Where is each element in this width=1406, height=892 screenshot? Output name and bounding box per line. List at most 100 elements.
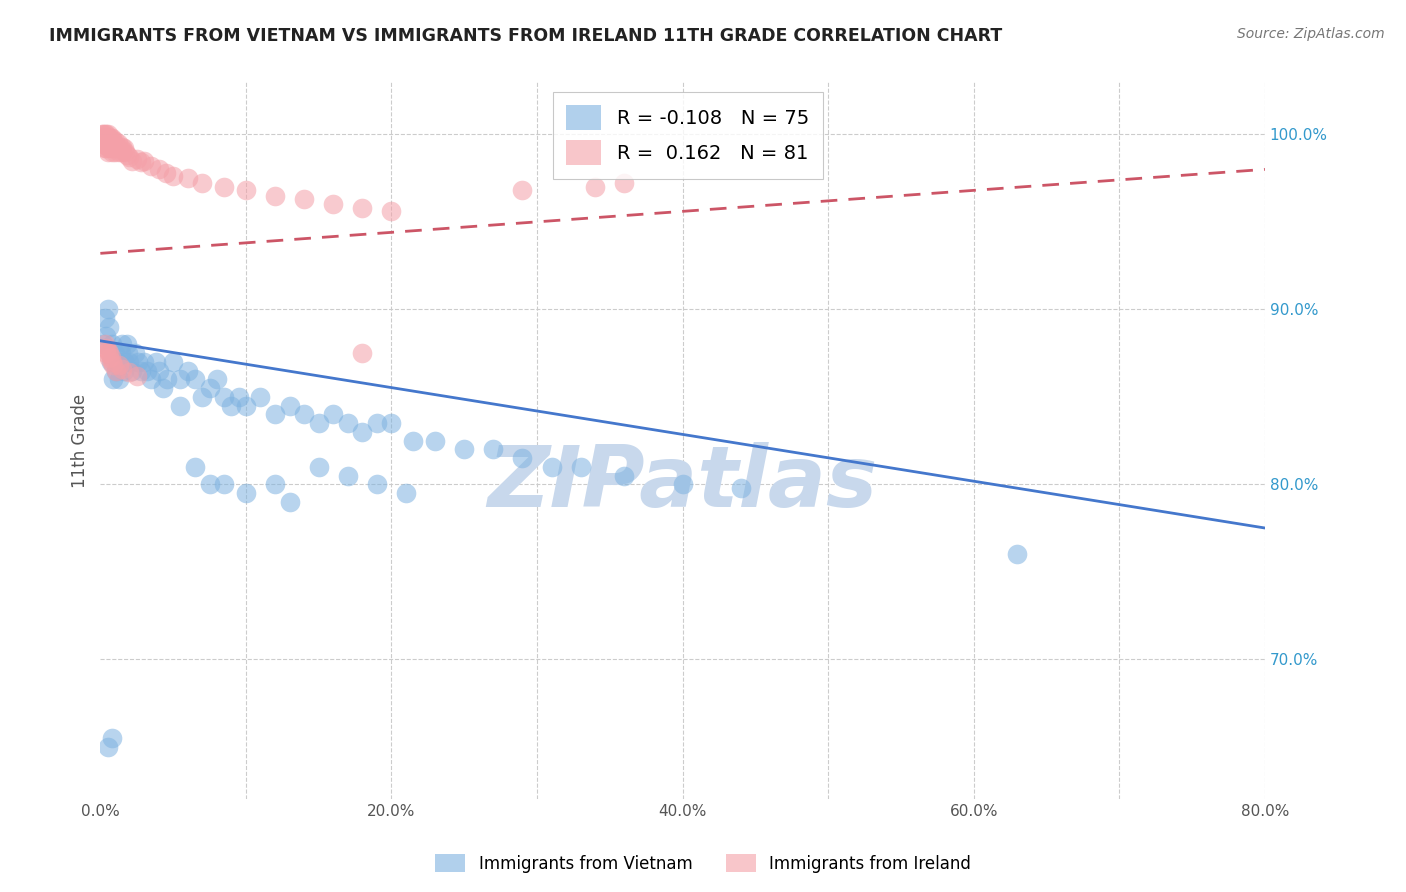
Point bbox=[112, 141, 135, 155]
Point bbox=[97, 145, 120, 159]
Point bbox=[540, 459, 562, 474]
Point bbox=[107, 141, 129, 155]
Point bbox=[98, 139, 121, 153]
Y-axis label: 11th Grade: 11th Grade bbox=[72, 393, 89, 488]
Point bbox=[98, 319, 121, 334]
Point bbox=[101, 141, 124, 155]
Point bbox=[93, 128, 115, 142]
Point bbox=[101, 136, 124, 150]
Point bbox=[97, 134, 120, 148]
Point bbox=[129, 363, 152, 377]
Point bbox=[91, 131, 114, 145]
Point bbox=[91, 337, 114, 351]
Point bbox=[111, 145, 134, 159]
Point bbox=[366, 477, 388, 491]
Point bbox=[191, 390, 214, 404]
Point bbox=[108, 372, 131, 386]
Point bbox=[191, 177, 214, 191]
Point bbox=[103, 134, 125, 148]
Point bbox=[93, 137, 115, 152]
Point bbox=[730, 481, 752, 495]
Point bbox=[118, 355, 141, 369]
Point bbox=[127, 355, 149, 369]
Point bbox=[101, 731, 124, 745]
Point bbox=[97, 344, 120, 359]
Point bbox=[402, 434, 425, 448]
Point bbox=[423, 434, 446, 448]
Point bbox=[380, 204, 402, 219]
Point bbox=[264, 188, 287, 202]
Point bbox=[98, 131, 121, 145]
Point bbox=[264, 407, 287, 421]
Point bbox=[512, 450, 534, 465]
Point bbox=[308, 416, 330, 430]
Point bbox=[249, 390, 271, 404]
Point bbox=[101, 337, 124, 351]
Point bbox=[512, 183, 534, 197]
Point bbox=[148, 162, 170, 177]
Point bbox=[176, 171, 198, 186]
Point bbox=[336, 416, 359, 430]
Point bbox=[148, 363, 170, 377]
Point bbox=[105, 363, 128, 377]
Point bbox=[212, 390, 235, 404]
Point bbox=[198, 477, 221, 491]
Point bbox=[235, 183, 257, 197]
Point bbox=[111, 361, 134, 376]
Point bbox=[583, 179, 606, 194]
Point bbox=[114, 145, 136, 159]
Point bbox=[104, 145, 127, 159]
Point bbox=[352, 201, 374, 215]
Point bbox=[91, 136, 114, 150]
Point bbox=[569, 459, 592, 474]
Text: IMMIGRANTS FROM VIETNAM VS IMMIGRANTS FROM IRELAND 11TH GRADE CORRELATION CHART: IMMIGRANTS FROM VIETNAM VS IMMIGRANTS FR… bbox=[49, 27, 1002, 45]
Point bbox=[105, 363, 128, 377]
Point bbox=[100, 355, 122, 369]
Point bbox=[112, 363, 135, 377]
Point bbox=[100, 350, 122, 364]
Point bbox=[205, 372, 228, 386]
Point bbox=[132, 153, 155, 168]
Point bbox=[96, 346, 118, 360]
Point bbox=[141, 372, 163, 386]
Point bbox=[103, 359, 125, 373]
Point bbox=[308, 459, 330, 474]
Point bbox=[121, 363, 143, 377]
Point bbox=[111, 337, 134, 351]
Point bbox=[114, 355, 136, 369]
Point bbox=[97, 739, 120, 754]
Point bbox=[176, 363, 198, 377]
Point bbox=[100, 136, 122, 150]
Point bbox=[453, 442, 475, 457]
Point bbox=[111, 139, 134, 153]
Point bbox=[108, 359, 131, 373]
Point bbox=[105, 139, 128, 153]
Point bbox=[155, 166, 177, 180]
Point bbox=[228, 390, 250, 404]
Point bbox=[98, 351, 121, 366]
Point bbox=[93, 131, 115, 145]
Point bbox=[117, 346, 139, 360]
Point bbox=[97, 128, 120, 142]
Point bbox=[96, 141, 118, 155]
Legend: R = -0.108   N = 75, R =  0.162   N = 81: R = -0.108 N = 75, R = 0.162 N = 81 bbox=[553, 92, 823, 178]
Point bbox=[322, 407, 344, 421]
Point bbox=[118, 150, 141, 164]
Point bbox=[482, 442, 505, 457]
Point bbox=[162, 169, 184, 184]
Point bbox=[395, 486, 418, 500]
Point bbox=[101, 355, 124, 369]
Point bbox=[115, 337, 138, 351]
Point bbox=[613, 468, 636, 483]
Point bbox=[322, 197, 344, 211]
Point bbox=[91, 128, 114, 142]
Point bbox=[101, 131, 124, 145]
Point bbox=[366, 416, 388, 430]
Point bbox=[152, 381, 174, 395]
Point bbox=[380, 416, 402, 430]
Point bbox=[212, 179, 235, 194]
Point bbox=[169, 372, 191, 386]
Point bbox=[97, 131, 120, 145]
Text: ZIPatlas: ZIPatlas bbox=[488, 442, 877, 525]
Point bbox=[104, 134, 127, 148]
